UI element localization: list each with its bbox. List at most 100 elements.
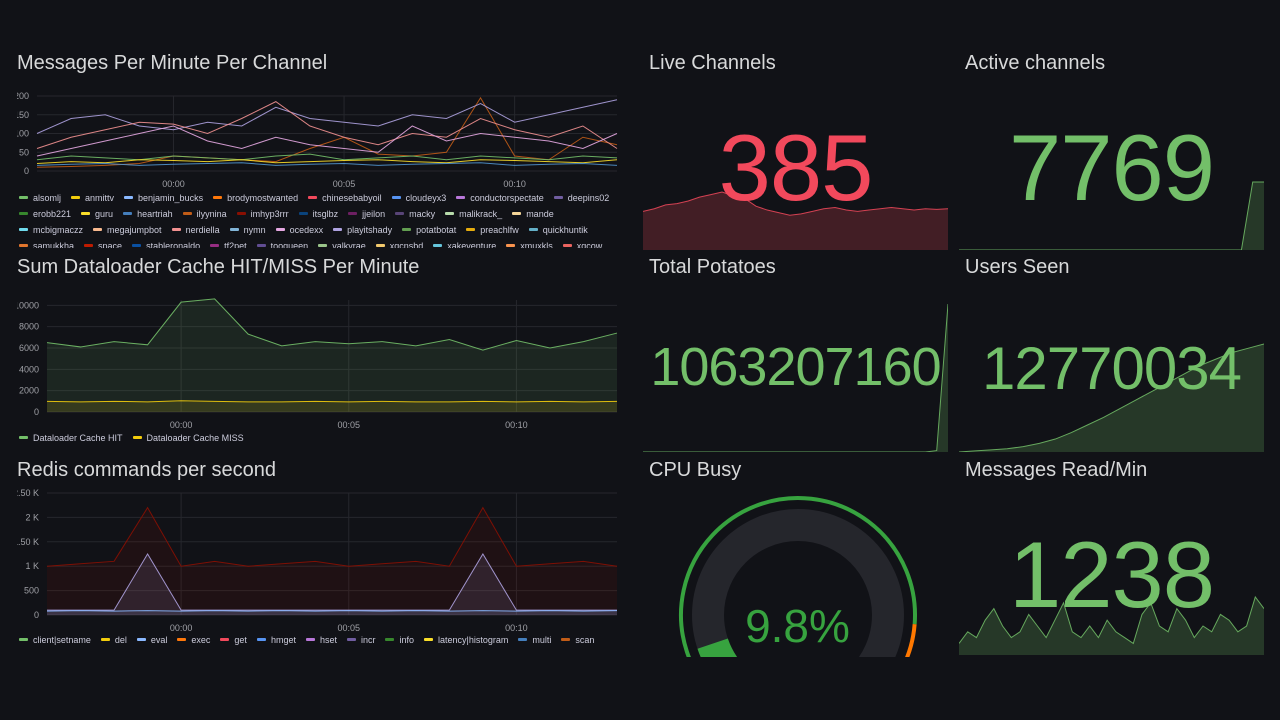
legend-item[interactable]: jjeilon	[348, 206, 385, 222]
panel-title: Active channels	[965, 52, 1106, 74]
live-channels-panel: Live Channels 385	[643, 52, 948, 250]
legend-item[interactable]: anmittv	[71, 190, 114, 206]
legend-item[interactable]: malikrack_	[445, 206, 502, 222]
legend-item[interactable]: info	[385, 632, 414, 648]
legend-label: imhyp3rrr	[250, 209, 289, 219]
legend-item[interactable]: Dataloader Cache MISS	[132, 430, 244, 446]
legend-item[interactable]: get	[220, 632, 247, 648]
x-tick-label: 00:10	[503, 179, 526, 189]
legend-item[interactable]: Dataloader Cache HIT	[19, 430, 123, 446]
legend-item[interactable]: space	[84, 238, 122, 248]
series-line	[47, 553, 617, 611]
gauge-track	[692, 509, 904, 657]
legend-swatch	[561, 638, 571, 642]
legend-item[interactable]: brodymostwanted	[213, 190, 298, 206]
legend-label: playitshady	[347, 225, 393, 235]
legend-item[interactable]: mcbigmaczz	[19, 222, 83, 238]
legend-item[interactable]: quickhuntik	[528, 222, 588, 238]
legend-item[interactable]: cloudeyx3	[391, 190, 446, 206]
legend-item[interactable]: macky	[395, 206, 435, 222]
y-tick-label: 2 K	[25, 512, 39, 522]
legend-item[interactable]: conductorspectate	[456, 190, 544, 206]
legend-item[interactable]: benjamin_bucks	[124, 190, 203, 206]
legend-item[interactable]: client|setname	[19, 632, 91, 648]
y-tick-label: 200	[17, 91, 29, 101]
legend-item[interactable]: nerdiella	[171, 222, 220, 238]
legend-item[interactable]: xqcow	[562, 238, 602, 248]
legend-item[interactable]: xqcnsbd	[375, 238, 423, 248]
legend-item[interactable]: ocedexx	[275, 222, 323, 238]
legend-item[interactable]: xmuxkls	[506, 238, 553, 248]
y-tick-label: 500	[24, 586, 39, 596]
legend-item[interactable]: xakeventure	[433, 238, 496, 248]
legend-item[interactable]: tooqueen	[256, 238, 308, 248]
dataloader-chart[interactable]: 0 2000 4000 6000 8000 10000 00:00 00:05 00:10	[17, 292, 629, 448]
legend-item[interactable]: nymn	[229, 222, 266, 238]
live-channels-value: 385	[718, 115, 874, 220]
legend-swatch	[308, 196, 318, 200]
legend-item[interactable]: preachlfw	[466, 222, 519, 238]
legend-item[interactable]: incr	[346, 632, 375, 648]
panel-title: Messages Read/Min	[965, 459, 1148, 481]
legend-item[interactable]: exec	[177, 632, 210, 648]
legend-item[interactable]: alsomlj	[19, 190, 61, 206]
gauge-threshold-orange	[904, 624, 917, 657]
legend-item[interactable]: playitshady	[333, 222, 392, 238]
legend-item[interactable]: ttl	[55, 648, 76, 651]
legend-item[interactable]: hset	[305, 632, 337, 648]
legend-swatch	[333, 228, 343, 232]
panel-title: Users Seen	[965, 256, 1070, 278]
series-line	[46, 506, 618, 567]
y-tick-label: 0	[34, 610, 39, 620]
legend-swatch	[424, 638, 433, 642]
legend-label: benjamin_bucks	[138, 193, 204, 203]
active-channels-panel: Active channels 7769	[959, 52, 1264, 250]
legend-item[interactable]: multi	[518, 632, 551, 648]
legend-item[interactable]: megajumpbot	[93, 222, 162, 238]
cpu-busy-panel: CPU Busy 9.8%	[643, 459, 948, 659]
legend-item[interactable]: guru	[81, 206, 113, 222]
legend-label: multi	[532, 635, 552, 645]
legend-swatch	[518, 638, 528, 642]
legend-label: exec	[191, 635, 211, 645]
legend-item[interactable]: eval	[136, 632, 167, 648]
legend-item[interactable]: hmget	[256, 632, 296, 648]
legend-item[interactable]: scan	[561, 632, 594, 648]
legend-item[interactable]: stableronaldo	[132, 238, 200, 248]
messages-chart[interactable]: 0 50 100 150 200 00:00 00:05 00:10	[17, 88, 629, 218]
legend-swatch	[182, 212, 192, 216]
legend-item[interactable]: imhyp3rrr	[236, 206, 289, 222]
legend-item[interactable]: potatbotat	[402, 222, 456, 238]
legend-item[interactable]: itsglbz	[298, 206, 338, 222]
users-seen-value: 12770034	[982, 335, 1242, 402]
x-tick-label: 00:05	[337, 420, 360, 430]
legend-item[interactable]: erobb221	[19, 206, 71, 222]
legend-label: nerdiella	[185, 225, 220, 235]
legend-swatch	[346, 638, 356, 642]
legend-item[interactable]: set	[19, 648, 45, 651]
x-tick-label: 00:05	[333, 179, 356, 189]
legend-item[interactable]: deepins02	[553, 190, 609, 206]
x-tick-label: 00:10	[505, 623, 528, 633]
sparkline-line	[959, 343, 1264, 452]
legend-item[interactable]: latency|histogram	[424, 632, 508, 648]
legend-item[interactable]: heartriah	[123, 206, 173, 222]
y-tick-label: 50	[19, 147, 29, 157]
legend-item[interactable]: del	[100, 632, 127, 648]
y-tick-label: 6000	[19, 343, 39, 353]
legend-label: hset	[319, 635, 337, 645]
legend-swatch	[177, 638, 187, 642]
legend-item[interactable]: ilyynina	[182, 206, 227, 222]
legend-item[interactable]: tf2pet	[210, 238, 247, 248]
legend-label: mande	[526, 209, 554, 219]
legend-item[interactable]: samukkha	[19, 238, 74, 248]
legend-label: valkyrae	[332, 241, 366, 248]
legend-item[interactable]: valkyrae	[318, 238, 366, 248]
y-tick-label: 1.50 K	[17, 537, 39, 547]
legend-item[interactable]: chinesebabyoil	[308, 190, 382, 206]
y-tick-label: 4000	[19, 364, 39, 374]
legend-item[interactable]: mande	[512, 206, 554, 222]
redis-chart[interactable]: 0 500 1 K 1.50 K 2 K 2.50 K 00:00 00:05 00:10	[17, 483, 629, 651]
gauge-value-arc	[697, 637, 738, 657]
legend-swatch	[506, 244, 516, 248]
